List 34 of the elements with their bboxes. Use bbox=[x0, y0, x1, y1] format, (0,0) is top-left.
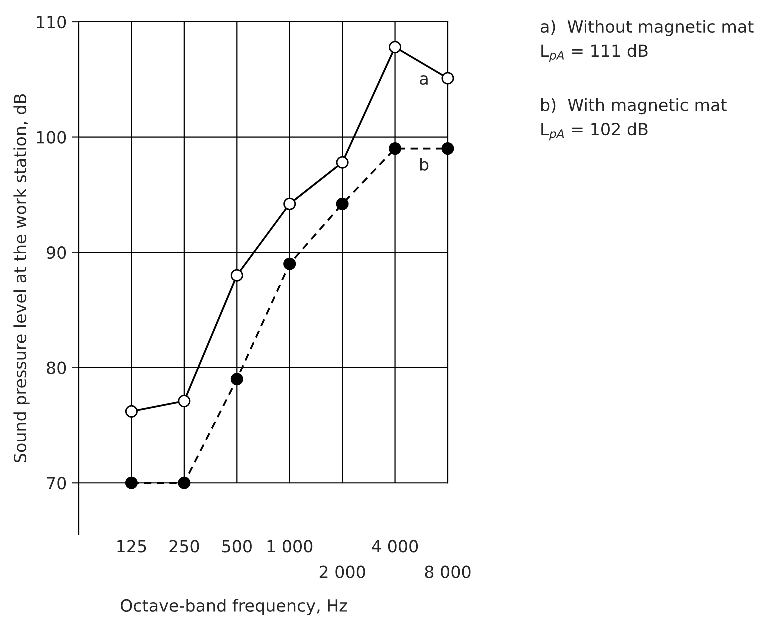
y-axis-title: Sound pressure level at the work station, dB bbox=[14, 94, 30, 463]
x-tick-label: 1 000 bbox=[268, 540, 313, 553]
point bbox=[125, 405, 138, 418]
point bbox=[442, 72, 454, 85]
x-tick-label: 8 000 bbox=[425, 566, 471, 578]
series-label: a bbox=[420, 75, 428, 86]
point bbox=[178, 476, 191, 490]
point bbox=[178, 395, 191, 408]
series-label: b bbox=[420, 158, 429, 171]
x-tick-label: 2 000 bbox=[320, 566, 366, 578]
y-tick-label: 80 bbox=[47, 362, 66, 374]
x-tick-label: 500 bbox=[222, 540, 252, 553]
text: L$_{pA}$ = 102 dB bbox=[542, 122, 648, 141]
point bbox=[336, 198, 349, 210]
point bbox=[442, 142, 454, 156]
x-tick-label: 125 bbox=[118, 540, 146, 553]
y-tick-label: 70 bbox=[47, 477, 66, 490]
text: L$_{pA}$ = 111 dB bbox=[542, 44, 648, 62]
text: a) Without magnetic mat bbox=[541, 20, 754, 36]
point bbox=[125, 476, 138, 490]
y-tick-label: 100 bbox=[37, 131, 66, 144]
point bbox=[230, 269, 244, 282]
text: b) With magnetic mat bbox=[542, 98, 727, 115]
x-tick-label: 250 bbox=[170, 540, 200, 553]
y-tick-label: 110 bbox=[37, 16, 66, 29]
point bbox=[389, 142, 402, 156]
point bbox=[336, 156, 349, 169]
point bbox=[230, 373, 244, 386]
x-tick-label: 4 000 bbox=[372, 540, 418, 553]
point bbox=[389, 41, 402, 54]
point bbox=[284, 258, 296, 270]
y-tick-label: 90 bbox=[47, 246, 66, 260]
x-axis-title: Octave-band frequency, Hz bbox=[120, 599, 348, 616]
point bbox=[284, 198, 296, 210]
